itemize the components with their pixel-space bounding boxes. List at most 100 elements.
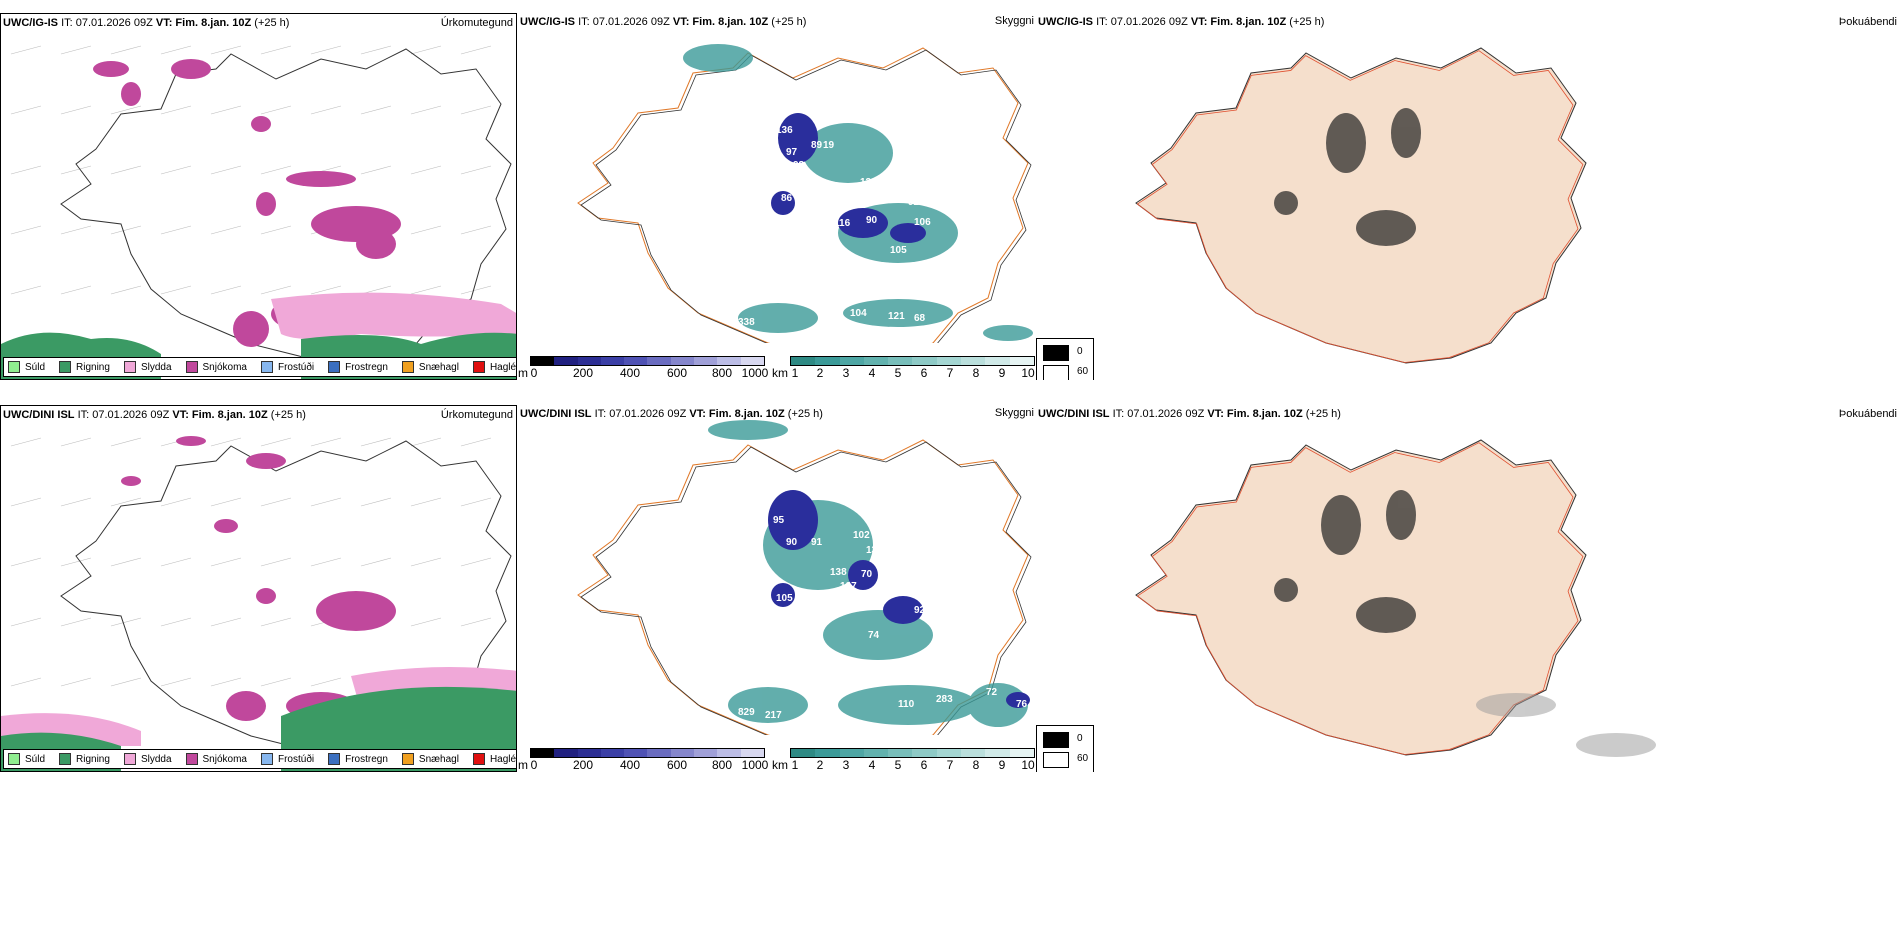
svg-text:130: 130 — [866, 545, 883, 556]
svg-text:156: 156 — [646, 75, 663, 86]
svg-text:89: 89 — [811, 140, 823, 151]
svg-text:116: 116 — [834, 218, 851, 229]
vis-scale-km-ticks: 1 2 3 4 5 6 7 8 9 10 — [791, 758, 1035, 772]
vis-scale-m: m 0 200 400 600 800 1000 — [518, 748, 768, 772]
cloud-scale-row1: 0 60 — [1036, 338, 1094, 380]
snow-grains-swatch — [401, 361, 414, 373]
vis-scale-km-colors — [790, 356, 1035, 366]
cloud-map-row2 — [1135, 439, 1656, 757]
svg-text:130: 130 — [838, 597, 855, 608]
vis-scale-km-ticks: 1 2 3 4 5 6 7 8 9 10 — [791, 366, 1035, 380]
vis-scale-m-colors — [530, 748, 765, 758]
vis-scale-m-ticks: 0 200 400 600 800 1000 — [530, 366, 769, 380]
svg-text:90: 90 — [866, 215, 878, 226]
panel-title-vis: Skyggni — [994, 15, 1034, 27]
svg-text:74: 74 — [868, 630, 880, 641]
panel-header-row2-precip: UWC/DINI ISL IT: 07.01.2026 09Z VT: Fim.… — [3, 409, 306, 421]
cloud-scale-row2: 0 60 — [1036, 725, 1094, 772]
svg-text:110: 110 — [898, 699, 915, 710]
cloud-panel-row1: 0 60 UWC/IG-IS IT: 07.01.2026 09Z VT: Fi… — [1036, 13, 1900, 380]
vis-scale-m-colors — [530, 356, 765, 366]
svg-text:86: 86 — [781, 193, 793, 204]
svg-text:107: 107 — [840, 581, 857, 592]
freezing-rain-swatch — [328, 361, 341, 373]
svg-text:121: 121 — [888, 311, 905, 322]
fog-indicator — [1274, 490, 1416, 633]
svg-text:91: 91 — [811, 537, 823, 548]
vis-numbers: 156 136 97 89 19 98 86 105 128 116 90 92… — [646, 75, 931, 328]
svg-text:105: 105 — [776, 593, 793, 604]
legend-item: Rigning — [59, 753, 110, 765]
svg-text:92: 92 — [908, 197, 920, 208]
legend-item: Frostúði — [260, 361, 314, 373]
vis-scale-m-ticks: 0 200 400 600 800 1000 — [530, 758, 769, 772]
svg-text:68: 68 — [914, 313, 926, 324]
vis-scale-m-unit: m — [518, 758, 528, 772]
precip-map-row1 — [1, 45, 516, 379]
sleet-swatch — [123, 753, 136, 765]
cloud-panel-row2: 0 60 UWC/DINI ISL IT: 07.01.2026 09Z VT:… — [1036, 405, 1900, 772]
svg-text:92: 92 — [914, 605, 926, 616]
rain-swatch — [59, 361, 72, 373]
panel-title-cloud: Þokuábendi — [1838, 16, 1897, 28]
panel-header-row1-cloud: UWC/IG-IS IT: 07.01.2026 09Z VT: Fim. 8.… — [1038, 16, 1325, 28]
sleet-areas — [271, 292, 516, 339]
vis-scale-km-unit: km — [772, 366, 788, 380]
cloud-scale-light — [1043, 752, 1069, 768]
legend-item: Haglél — [472, 753, 516, 765]
svg-text:159: 159 — [812, 597, 829, 608]
cloud-map-row1 — [1135, 47, 1587, 364]
hail-swatch — [472, 361, 485, 373]
svg-text:283: 283 — [936, 694, 953, 705]
svg-text:106: 106 — [914, 217, 931, 228]
legend-item: Snjókoma — [185, 753, 247, 765]
drizzle-swatch — [8, 361, 20, 373]
legend-item: Snæhagl — [401, 753, 459, 765]
vis-numbers: 95 90 91 102 130 138 70 107 105 159 130 … — [528, 515, 1028, 733]
hail-swatch — [472, 753, 485, 765]
freezing-drizzle-swatch — [260, 361, 273, 373]
panel-header-row2-cloud: UWC/DINI ISL IT: 07.01.2026 09Z VT: Fim.… — [1038, 408, 1341, 420]
legend-item: Frostregn — [328, 361, 388, 373]
svg-text:70: 70 — [861, 569, 873, 580]
svg-text:97: 97 — [786, 147, 798, 158]
cloud-scale-light — [1043, 365, 1069, 380]
snow-swatch — [185, 753, 198, 765]
panel-header-row1-precip: UWC/IG-IS IT: 07.01.2026 09Z VT: Fim. 8.… — [3, 17, 290, 29]
panel-title-precip: Úrkomutegund — [440, 409, 513, 421]
drizzle-swatch — [8, 753, 20, 765]
vis-scale-m-unit: m — [518, 366, 528, 380]
iceland-outline — [580, 49, 1032, 343]
legend-item: Súld — [8, 361, 45, 373]
vis-panel-row2: 95 90 91 102 130 138 70 107 105 159 130 … — [518, 405, 1036, 772]
svg-text:306: 306 — [528, 715, 545, 726]
snow-swatch — [185, 361, 198, 373]
svg-text:74: 74 — [906, 585, 918, 596]
cloud-scale-dark — [1043, 732, 1069, 748]
iceland-land — [1135, 47, 1587, 364]
vis-scale-km-colors — [790, 748, 1035, 758]
low-vis-blue — [771, 113, 926, 243]
legend-item: Slydda — [123, 361, 172, 373]
panel-title-cloud: Þokuábendi — [1838, 408, 1897, 420]
svg-text:114: 114 — [858, 597, 875, 608]
wind-barbs — [10, 45, 492, 295]
svg-text:338: 338 — [738, 317, 755, 328]
sleet-swatch — [123, 361, 136, 373]
svg-text:48: 48 — [868, 667, 880, 678]
vis-scale-m: m 0 200 400 600 800 1000 — [518, 356, 768, 380]
legend-item: Snjókoma — [185, 361, 247, 373]
fog-indicator — [1274, 108, 1421, 246]
svg-text:105: 105 — [840, 193, 857, 204]
legend-item: Slydda — [123, 753, 172, 765]
legend-item: Haglél — [472, 361, 516, 373]
offshore-fog — [1476, 693, 1656, 757]
rain-swatch — [59, 753, 72, 765]
svg-text:98: 98 — [793, 160, 805, 171]
svg-text:19: 19 — [823, 140, 835, 151]
svg-text:128: 128 — [860, 177, 877, 188]
panel-header-row2-vis: UWC/DINI ISL IT: 07.01.2026 09Z VT: Fim.… — [520, 408, 823, 420]
legend-item: Súld — [8, 753, 45, 765]
precip-type-legend: Súld Rigning Slydda Snjókoma Frostúði Fr… — [3, 357, 516, 377]
legend-item: Frostúði — [260, 753, 314, 765]
